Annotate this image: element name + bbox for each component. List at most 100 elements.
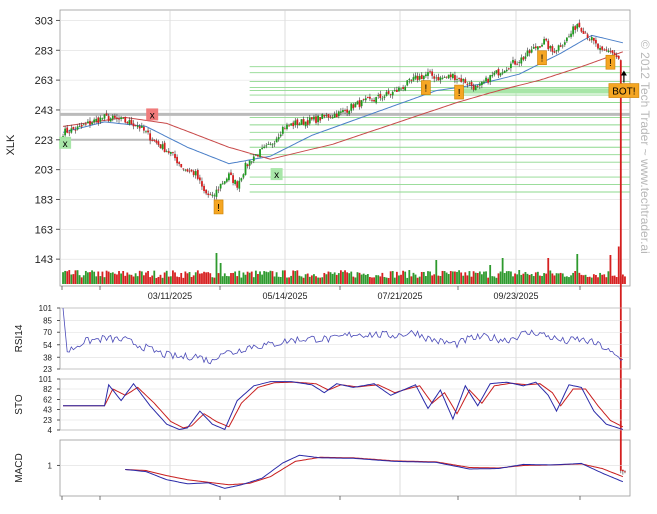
- candle-body: [228, 173, 230, 181]
- volume-bar: [387, 277, 390, 284]
- candle-body: [362, 99, 365, 100]
- candle-body: [460, 78, 463, 82]
- candle-body: [470, 82, 473, 86]
- candle-body: [580, 27, 583, 32]
- volume-bar: [553, 275, 556, 284]
- candle-body: [377, 95, 380, 96]
- volume-bar: [352, 276, 355, 284]
- volume-bar: [400, 274, 402, 284]
- candle-body: [252, 156, 255, 161]
- candle-body: [545, 38, 548, 41]
- volume-bar: [499, 271, 502, 284]
- candle-body: [352, 104, 355, 109]
- candle-body: [70, 128, 73, 133]
- volume-bar: [122, 271, 125, 284]
- volume-bar: [182, 277, 185, 284]
- macd-tick-label: 1: [48, 461, 53, 470]
- candle-body: [321, 114, 324, 120]
- candle-body: [310, 117, 313, 120]
- candle-body: [402, 87, 404, 89]
- volume-bar: [435, 260, 438, 284]
- candle-body: [611, 50, 614, 54]
- candle-body: [406, 80, 409, 86]
- candle-body: [590, 37, 593, 41]
- bot-signal-label: BOT!: [612, 87, 635, 98]
- candle-body: [254, 154, 257, 156]
- sto-tick-label: 43: [43, 405, 52, 414]
- volume-bar: [140, 271, 143, 284]
- volume-bar: [116, 274, 118, 284]
- volume-bar: [238, 270, 241, 284]
- candle-body: [599, 48, 601, 50]
- candle-body: [167, 151, 170, 153]
- candle-body: [371, 99, 373, 101]
- volume-bar: [495, 277, 498, 284]
- candle-body: [563, 42, 566, 45]
- volume-bar: [534, 272, 537, 284]
- candle-body: [609, 51, 612, 53]
- candle-body: [603, 49, 606, 51]
- sto-tick-label: 23: [43, 416, 52, 425]
- candle-body: [346, 109, 349, 113]
- candle-body: [275, 138, 278, 143]
- volume-bar: [136, 276, 139, 284]
- candle-body: [480, 82, 483, 86]
- volume-bar: [609, 255, 612, 284]
- candle-body: [483, 81, 485, 83]
- volume-bar: [215, 253, 218, 284]
- candle-body: [236, 181, 239, 188]
- candle-body: [329, 116, 332, 118]
- volume-bar: [588, 276, 591, 284]
- volume-bar: [557, 273, 560, 284]
- volume-bar: [213, 277, 216, 284]
- volume-bar: [281, 270, 284, 284]
- candle-body: [246, 164, 249, 167]
- volume-bar: [269, 270, 272, 284]
- candle-body: [89, 120, 91, 125]
- volume-bar: [105, 270, 108, 284]
- price-tick-label: 163: [35, 224, 53, 236]
- candle-body: [294, 120, 297, 126]
- volume-bar: [422, 271, 425, 284]
- candle-body: [304, 121, 307, 127]
- volume-bar: [507, 271, 510, 284]
- volume-bar: [412, 272, 415, 284]
- volume-bar: [547, 258, 550, 284]
- candle-body: [302, 119, 305, 125]
- volume-bar: [561, 273, 564, 284]
- volume-bar: [219, 263, 222, 284]
- volume-bar: [514, 273, 516, 284]
- candle-body: [109, 118, 112, 122]
- volume-bar: [296, 270, 299, 284]
- candle-body: [414, 75, 417, 79]
- candle-body: [298, 123, 301, 126]
- volume-bar: [344, 270, 346, 284]
- bot-signal-box: [608, 83, 640, 98]
- candle-body: [595, 39, 597, 44]
- candle-body: [491, 75, 494, 77]
- candle-body: [398, 87, 400, 92]
- volume-bar: [366, 274, 369, 284]
- candle-body: [128, 120, 131, 125]
- candle-body: [157, 141, 160, 145]
- candle-body: [91, 122, 93, 125]
- candle-body: [155, 140, 158, 143]
- candle-body: [149, 133, 152, 141]
- volume-bar: [408, 270, 411, 284]
- candle-body: [84, 123, 87, 125]
- candle-body: [356, 101, 359, 105]
- fast-moving-average-line: [62, 34, 624, 165]
- candle-body: [194, 171, 197, 176]
- candle-body: [536, 46, 539, 50]
- volume-bar: [487, 277, 490, 284]
- alert-signal-label: !: [458, 88, 461, 99]
- volume-bar: [449, 271, 452, 284]
- macd-panel-frame: [59, 439, 631, 497]
- volume-bar: [263, 271, 266, 284]
- candle-body: [520, 57, 523, 64]
- volume-bar: [362, 273, 365, 284]
- price-tick-label: 183: [35, 194, 53, 206]
- sto-k-line: [63, 381, 624, 431]
- rsi-tick-label: 38: [43, 353, 52, 362]
